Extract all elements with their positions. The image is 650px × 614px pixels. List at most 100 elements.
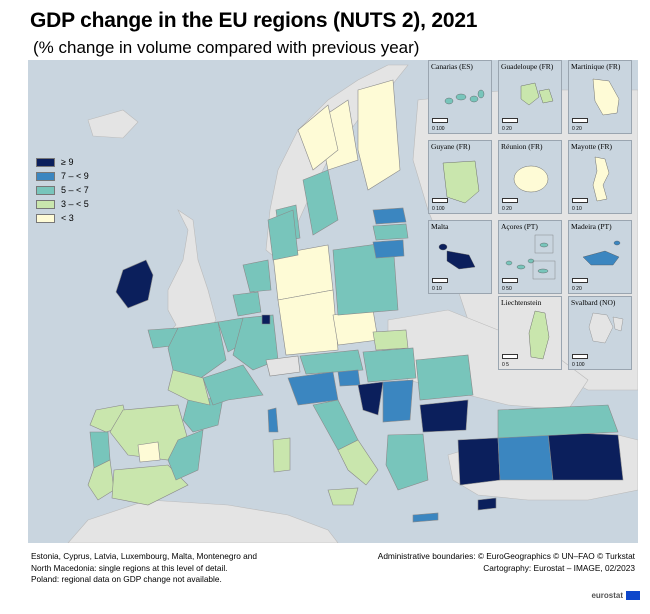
inset-label: Svalbard (NO) [571,298,616,307]
inset-label: Canarias (ES) [431,62,473,71]
inset-malta: Malta 0 10 [428,220,492,294]
inset-label: Madeira (PT) [571,222,612,231]
legend-label: 3 – < 5 [61,199,89,209]
legend-swatch [36,171,55,181]
legend-swatch [36,199,55,209]
legend: ≥ 9 7 – < 9 5 – < 7 3 – < 5 < 3 [36,155,89,225]
region-netherlands [242,259,272,293]
legend-item: 7 – < 9 [36,169,89,183]
inset-label: Açores (PT) [501,222,538,231]
scale-bar [432,118,448,123]
region-belgium [232,291,262,317]
inset-guyane: Guyane (FR) 0 100 [428,140,492,214]
inset-shape [442,160,480,204]
region-madrid [137,441,161,463]
inset-martinique: Martinique (FR) 0 20 [568,60,632,134]
region-france-southwest [167,369,211,406]
region-serbia [382,379,414,423]
inset-shape [444,89,485,105]
region-finland [357,79,401,191]
region-corsica [267,407,279,433]
map-canvas [67,64,638,543]
footnote: Estonia, Cyprus, Latvia, Luxembourg, Mal… [31,551,257,586]
inset-shape [592,156,610,202]
inset-liechtenstein: Liechtenstein 0 5 [498,296,562,370]
inset-madeira: Madeira (PT) 0 20 [568,220,632,294]
region-sicily [327,487,359,506]
inset-acores: Açores (PT) 0 50 [498,220,562,294]
inset-shape [582,240,621,266]
region-slovenia [337,369,361,387]
region-andalucia [111,464,189,506]
credits-line: Administrative boundaries: © EuroGeograp… [377,551,635,561]
footnote-line: North Macedonia: single regions at this … [31,562,228,573]
scale-bar [502,118,518,123]
region-ireland [115,259,154,309]
region-switzerland [265,355,301,377]
scale-bar [502,198,518,203]
scale-bar [572,198,588,203]
region-france-south [202,364,264,406]
region-austria [299,349,364,375]
legend-item: ≥ 9 [36,155,89,169]
legend-label: 7 – < 9 [61,171,89,181]
region-portugal-south [87,459,115,501]
footnote-line: Poland: regional data on GDP change not … [31,574,222,584]
region-italy-south [337,439,379,486]
inset-mayotte: Mayotte (FR) 0 10 [568,140,632,214]
inset-shape [520,82,554,106]
scale-bar [502,278,518,283]
scale-label: 0 50 [502,286,512,292]
region-cyprus [477,497,497,511]
scale-label: 0 5 [502,362,509,368]
inset-shape [438,243,476,270]
scale-label: 0 100 [432,126,445,132]
scale-bar [432,198,448,203]
inset-shape [499,297,561,369]
map-subtitle: (% change in volume compared with previo… [33,38,420,57]
scale-bar [572,278,588,283]
inset-canarias: Canarias (ES) 0 100 [428,60,492,134]
region-italy-north [287,371,339,406]
region-croatia [357,381,384,416]
legend-item: < 3 [36,211,89,225]
inset-reunion: Réunion (FR) 0 20 [498,140,562,214]
region-greece [385,433,429,491]
inset-shape [505,234,556,280]
region-latvia [372,223,409,241]
region-turkey-centre [497,431,554,481]
region-hungary [362,347,417,383]
scale-label: 0 100 [572,362,585,368]
legend-label: ≥ 9 [61,157,74,167]
scale-label: 0 20 [502,126,512,132]
region-turkey-east [547,431,624,481]
region-germany-south [277,289,339,356]
legend-label: < 3 [61,213,74,223]
region-turkey-north [497,404,619,439]
region-luxembourg [261,314,271,325]
scale-label: 0 100 [432,206,445,212]
inset-shape [588,312,624,344]
region-romania [415,354,474,401]
great-britain-land [157,209,217,346]
inset-shape [592,78,620,116]
region-crete [412,512,439,523]
scale-label: 0 20 [502,206,512,212]
region-estonia [372,207,407,225]
inset-label: Guyane (FR) [431,142,471,151]
inset-shape [513,165,549,193]
scale-bar [572,118,588,123]
region-norway-south [267,209,299,261]
scale-bar [572,354,588,359]
region-italy-centre [312,399,359,451]
inset-label: Mayotte (FR) [571,142,613,151]
region-lithuania [372,239,405,259]
region-norway-north [297,104,339,171]
region-turkey-west [457,437,501,486]
iceland-land [87,109,139,139]
inset-maps: Canarias (ES) 0 100 Guadeloupe (FR) 0 20… [428,60,638,372]
region-czechia [332,309,379,346]
region-bulgaria [419,399,469,433]
footnote-line: Estonia, Cyprus, Latvia, Luxembourg, Mal… [31,551,257,561]
north-africa-land [67,499,339,543]
